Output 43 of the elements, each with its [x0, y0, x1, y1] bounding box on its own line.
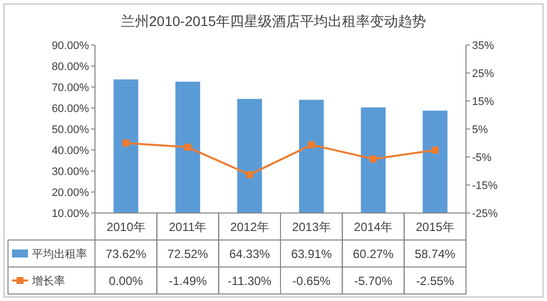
y-tick-label: 90.00%	[52, 40, 90, 52]
data-label: 72.52%	[167, 247, 208, 261]
data-label: -2.55%	[416, 274, 454, 288]
y2-tick-label: -5%	[472, 152, 492, 164]
y-tick-label: 60.00%	[52, 103, 90, 115]
x-tick-label: 2013年	[292, 220, 331, 234]
point	[370, 155, 377, 162]
chart-title: 兰州2010-2015年四星级酒店平均出租率变动趋势	[121, 13, 426, 29]
data-label: 64.33%	[229, 247, 270, 261]
point	[308, 141, 315, 148]
y-tick-label: 70.00%	[52, 82, 90, 94]
legend-label: 增长率	[31, 274, 65, 288]
point	[246, 171, 254, 178]
point	[122, 140, 130, 146]
y-tick-label: 30.00%	[52, 166, 90, 178]
data-label: 58.74%	[414, 247, 456, 261]
y-tick-label: 50.00%	[52, 124, 90, 136]
y-tick-label: 40.00%	[52, 145, 90, 157]
data-label: -11.30%	[228, 274, 272, 288]
x-tick-label: 2010年	[106, 220, 146, 234]
x-tick-label: 2014年	[354, 220, 393, 234]
legend-label: 平均出租率	[32, 248, 87, 260]
y-tick-label: 80.00%	[52, 61, 90, 73]
y2-tick-label: 35%	[472, 40, 494, 52]
y2-tick-label: -15%	[472, 180, 498, 192]
y2-tick-label: 15%	[472, 96, 494, 108]
data-label: -1.49%	[168, 274, 208, 288]
data-label: -5.70%	[354, 274, 393, 288]
data-label: 73.62%	[106, 247, 147, 261]
x-tick-label: 2015年	[416, 220, 454, 234]
data-label: 63.91%	[291, 247, 332, 261]
x-tick-label: 2012年	[230, 220, 269, 234]
y2-tick-label: 25%	[472, 68, 494, 80]
x-tick-label: 2011年	[168, 220, 207, 234]
data-label: 60.27%	[352, 247, 394, 261]
data-label: 0.00%	[108, 274, 144, 288]
point	[184, 144, 192, 151]
y-tick-label: 10.00%	[52, 208, 90, 220]
y2-tick-label: -25%	[472, 208, 498, 220]
y-tick-label: 20.00%	[52, 187, 90, 199]
data-label: -0.65%	[292, 274, 331, 288]
point	[432, 146, 439, 154]
y2-tick-label: 5%	[472, 124, 488, 136]
